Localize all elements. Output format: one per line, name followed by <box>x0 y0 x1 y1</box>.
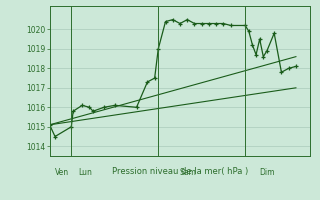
Text: Ven: Ven <box>55 168 69 177</box>
Text: Lun: Lun <box>79 168 92 177</box>
Text: Sam: Sam <box>180 168 197 177</box>
Text: Dim: Dim <box>260 168 275 177</box>
X-axis label: Pression niveau de la mer( hPa ): Pression niveau de la mer( hPa ) <box>112 167 248 176</box>
